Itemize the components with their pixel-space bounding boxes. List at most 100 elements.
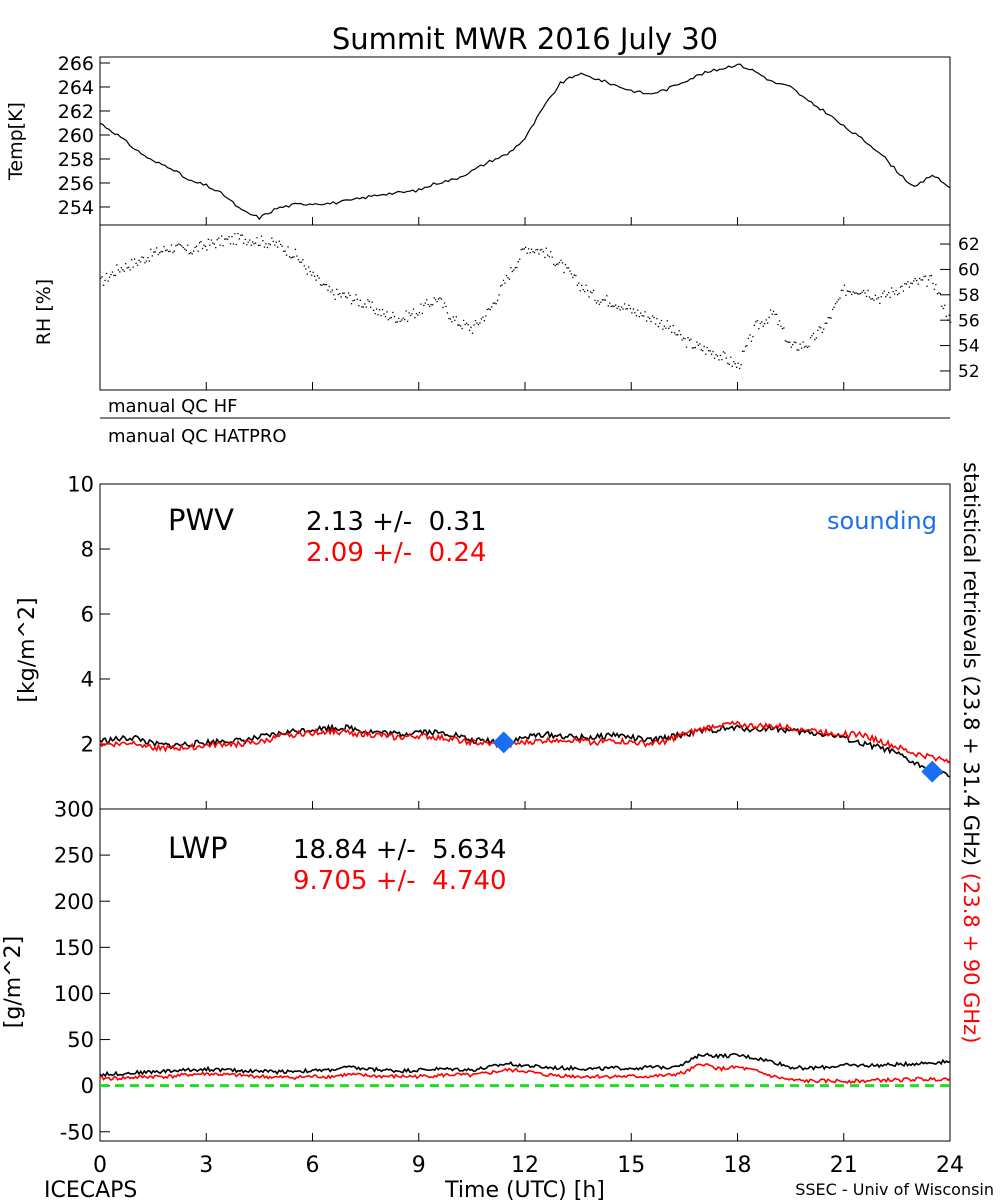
rh-point [858, 293, 860, 295]
rh-point [266, 246, 269, 249]
rh-point [921, 279, 924, 281]
rh-point [361, 306, 363, 308]
rh-point [105, 272, 108, 275]
rh-point [746, 345, 748, 347]
rh-point [396, 321, 398, 323]
rh-point [722, 351, 725, 353]
rh-point [882, 292, 884, 294]
rh-point [353, 299, 356, 301]
rh-point [679, 333, 682, 336]
rh-point [811, 335, 813, 337]
rh-point [905, 283, 908, 285]
rh-point [728, 363, 730, 366]
temp-y-tick: 260 [58, 125, 94, 147]
rh-point [880, 296, 882, 298]
rh-point [358, 305, 360, 307]
rh-point [461, 327, 463, 330]
rh-point [136, 264, 139, 266]
pwv-y-tick: 0 [81, 798, 94, 822]
rh-point [104, 279, 106, 282]
lwp-hf-stats: 18.84 +/- 5.634 [293, 835, 507, 865]
rh-point [479, 322, 481, 324]
rh-point [200, 240, 202, 243]
rh-point [644, 311, 646, 313]
pwv-name-label: PWV [168, 503, 234, 537]
rh-point [433, 297, 435, 299]
rh-point [423, 304, 425, 307]
rh-point [888, 291, 890, 294]
rh-point [477, 323, 480, 326]
rh-point [350, 303, 353, 305]
rh-point [117, 269, 120, 271]
rh-point [563, 271, 565, 274]
rh-point [274, 244, 276, 246]
rh-point [595, 302, 598, 304]
rh-point [533, 251, 536, 254]
rh-point [510, 267, 512, 269]
rh-point [406, 320, 409, 323]
rh-point [280, 243, 282, 246]
lwp-name-label: LWP [168, 831, 228, 865]
rh-point [564, 263, 567, 266]
rh-point [513, 269, 515, 271]
rh-point [812, 332, 815, 335]
rh-point [914, 278, 916, 280]
rh-point [923, 275, 925, 278]
rh-point [803, 346, 806, 348]
rh-point [316, 275, 319, 277]
rh-point [128, 266, 130, 269]
rh-point [263, 246, 266, 248]
rh-point [262, 240, 264, 242]
rh-point [197, 250, 199, 252]
rh-point [365, 306, 367, 308]
rh-point [446, 312, 449, 314]
temp-y-tick: 258 [58, 149, 94, 171]
rh-point [715, 354, 717, 356]
x-tick-label: 18 [724, 1153, 752, 1178]
rh-point [454, 319, 456, 322]
rh-point [299, 261, 301, 263]
rh-point [254, 242, 257, 244]
rh-point [411, 313, 413, 315]
rh-point [846, 290, 849, 292]
rh-point [287, 246, 289, 248]
rh-point [297, 259, 300, 261]
rh-point [159, 252, 161, 254]
rh-point [100, 277, 102, 279]
rh-point [578, 282, 580, 284]
rh-point [798, 349, 800, 351]
rh-point [941, 305, 943, 307]
rh-point [265, 243, 267, 245]
rh-point [343, 292, 345, 294]
lwp-y-tick: 0 [81, 1074, 94, 1098]
rh-point [674, 332, 676, 334]
rh-point [185, 249, 187, 251]
rh-point [919, 277, 921, 280]
rh-point [390, 316, 393, 319]
rh-point [522, 248, 524, 250]
rh-point [716, 355, 719, 357]
rh-point [319, 284, 322, 286]
rh-point [765, 319, 767, 321]
rh-point [188, 252, 190, 255]
rh-point [175, 245, 177, 247]
temp-plot-area [99, 63, 951, 221]
rh-point [648, 317, 651, 320]
rh-point [638, 316, 640, 318]
rh-point [724, 352, 726, 354]
pwv-panel: 0 2 4 6 8 10 [kg/m^2] PWV 2.13 +/- 0.31 2.09 … [15, 473, 951, 822]
rh-point [938, 292, 940, 294]
rh-point [275, 241, 277, 243]
rh-point [322, 283, 325, 285]
rh-point [247, 241, 249, 243]
rh-point [855, 292, 857, 294]
rh-point [221, 235, 223, 237]
rh-point [796, 349, 798, 351]
rh-point [815, 337, 818, 339]
rh-point [826, 322, 828, 324]
lwp-hatpro-stats: 9.705 +/- 4.740 [293, 866, 507, 896]
rh-point [325, 283, 328, 286]
rh-point [823, 328, 825, 330]
rh-point [852, 291, 854, 293]
pwv-plot-area [99, 720, 951, 783]
